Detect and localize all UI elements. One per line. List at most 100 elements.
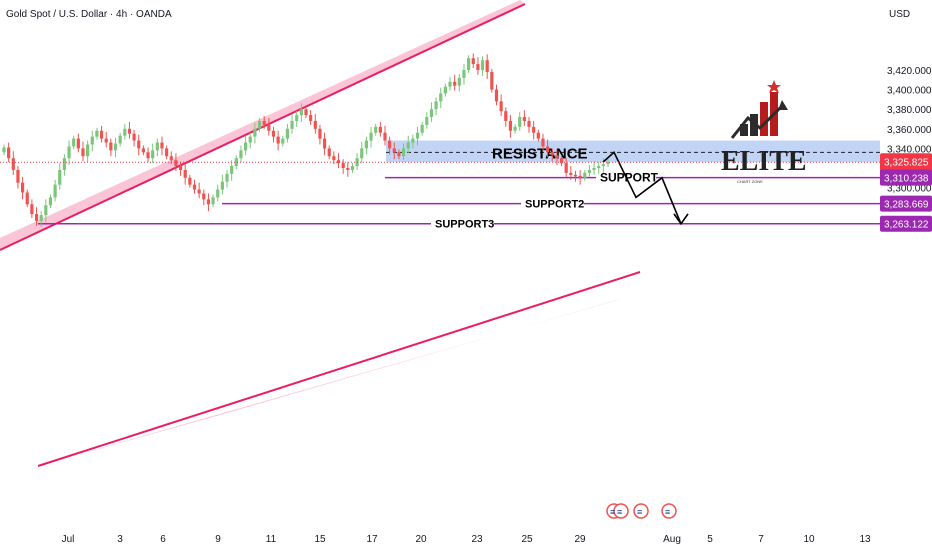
candle-body: [532, 126, 536, 133]
svg-text:≡: ≡: [637, 507, 642, 517]
candle-body: [425, 117, 429, 125]
candle-body: [160, 142, 164, 149]
candle-body: [81, 148, 85, 157]
candle-body: [72, 138, 76, 147]
candle-body: [592, 168, 596, 170]
candle-body: [127, 128, 132, 134]
x-tick-label: Aug: [663, 534, 681, 545]
svg-text:≡: ≡: [610, 507, 615, 517]
us-flag-icon[interactable]: [633, 503, 649, 519]
candle-body: [58, 169, 62, 185]
candle-body: [318, 128, 322, 139]
currency-label: USD: [889, 9, 910, 20]
candle-body: [341, 163, 345, 168]
channel-lower-line: [37, 271, 641, 467]
candle-body: [90, 136, 94, 145]
candle-body: [30, 204, 34, 215]
candle-body: [388, 140, 392, 149]
candle-body: [457, 77, 461, 86]
candle-body: [290, 120, 294, 129]
price-tag-support2: [880, 195, 932, 212]
candle-body: [411, 138, 415, 143]
candle-body: [327, 148, 331, 157]
support2-label: SUPPORT2: [525, 199, 584, 211]
candle-body: [225, 173, 229, 182]
candle-body: [360, 148, 364, 159]
candle-body: [257, 120, 262, 129]
x-tick-label: 29: [574, 534, 586, 545]
candle-body: [281, 138, 285, 144]
candle-body: [536, 132, 540, 139]
candle-body: [11, 158, 15, 170]
price-tag-value: 3,310.238: [884, 174, 929, 185]
candle-body: [518, 117, 522, 127]
candle-body: [378, 126, 382, 133]
candle-body: [569, 172, 573, 175]
candle-body: [401, 148, 406, 157]
candle-body: [601, 164, 605, 167]
candle-body: [216, 189, 220, 198]
candle-body: [248, 136, 252, 143]
candle-body: [350, 166, 355, 170]
us-flag-icon[interactable]: [661, 503, 677, 519]
candle-body: [494, 89, 499, 102]
x-tick-label: 15: [314, 534, 326, 545]
candle-body: [295, 115, 299, 121]
candle-body: [239, 150, 243, 159]
support2-label-bg: [521, 195, 584, 212]
candle-body: [2, 147, 6, 153]
candle-body: [132, 133, 136, 141]
candle-body: [155, 142, 159, 151]
candle-body: [522, 117, 526, 121]
y-tick-label: 3,340.000: [887, 144, 932, 155]
candle-body: [304, 109, 308, 116]
candle-body: [67, 146, 71, 159]
x-tick-label: 13: [859, 534, 871, 545]
price-tag-support3: [880, 215, 932, 232]
y-tick-label: 3,420.000: [887, 66, 932, 77]
time-axis-bg: [0, 525, 880, 550]
resistance-zone: [386, 140, 880, 163]
x-tick-label: 23: [471, 534, 483, 545]
candle-body: [113, 143, 118, 151]
candle-body: [220, 181, 224, 190]
candle-body: [322, 138, 327, 149]
candle-body: [374, 126, 378, 133]
support3-label: SUPPORT3: [435, 219, 494, 231]
x-tick-label: 25: [521, 534, 533, 545]
candle-body: [76, 138, 80, 149]
y-tick-label: 3,300.000: [887, 184, 932, 195]
us-flag-icon[interactable]: [613, 503, 629, 519]
candle-body: [285, 128, 290, 139]
event-flags[interactable]: ≡ ≡ ≡ ≡: [606, 503, 677, 519]
candle-body: [137, 140, 141, 149]
candle-body: [174, 160, 178, 167]
candle-body: [587, 169, 592, 173]
candle-body: [364, 140, 368, 149]
candle-body: [392, 148, 396, 153]
candle-body: [165, 148, 169, 157]
candle-body: [439, 93, 443, 102]
candle-body: [499, 101, 503, 112]
price-tag-value: 3,263.122: [884, 220, 929, 231]
star-icon: [767, 80, 781, 93]
x-tick-label: Jul: [62, 534, 75, 545]
candle-body: [34, 214, 39, 221]
x-tick-label: 5: [707, 534, 713, 545]
candle-body: [573, 174, 578, 177]
candle-body: [206, 199, 211, 205]
candle-body: [16, 169, 20, 183]
candle-body: [118, 135, 122, 144]
candle-body: [104, 138, 108, 143]
candle-body: [262, 120, 266, 125]
x-tick-label: 7: [758, 534, 764, 545]
candle-body: [271, 130, 276, 137]
candle-body: [86, 144, 90, 157]
price-axis-bg: [880, 0, 932, 525]
candle-body: [299, 109, 303, 116]
candle-body: [188, 177, 192, 185]
candle-body: [20, 182, 25, 193]
candle-body: [151, 150, 155, 159]
candle-body: [141, 148, 145, 153]
candle-body: [169, 156, 173, 161]
